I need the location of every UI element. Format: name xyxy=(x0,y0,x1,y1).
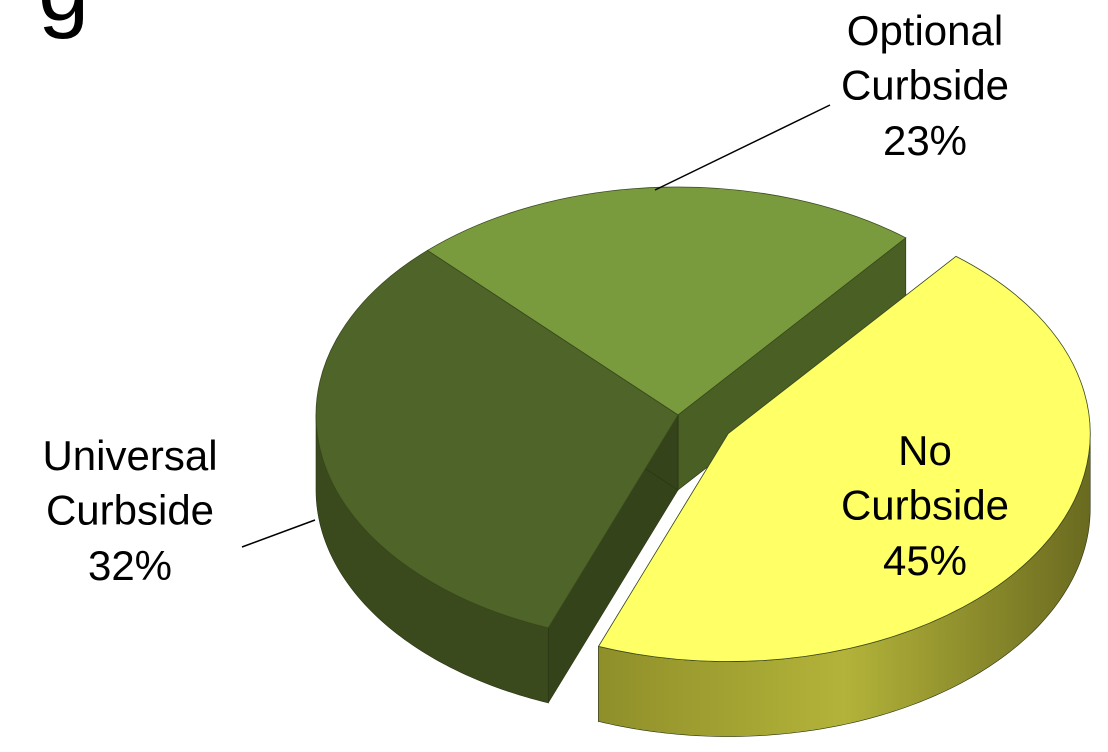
leader-line xyxy=(654,104,831,191)
slice xyxy=(315,249,679,629)
slice-group xyxy=(597,255,1091,737)
slice-label: Optional Curbside xyxy=(841,7,1009,109)
value-label: 32% xyxy=(88,542,172,589)
slice-group xyxy=(315,249,679,704)
slice-label: Universal Curbside xyxy=(42,432,217,534)
pie xyxy=(315,186,1091,737)
labels: Optional Curbside 23% Universal Curbside 32% N… xyxy=(42,7,1009,589)
slice xyxy=(426,186,907,416)
slice-label: No Curbside xyxy=(841,427,1009,529)
chart-title: g xyxy=(38,0,89,40)
leader-line xyxy=(241,519,316,548)
value-label: 23% xyxy=(883,117,967,164)
value-label: 45% xyxy=(883,537,967,584)
slice xyxy=(597,255,1091,662)
